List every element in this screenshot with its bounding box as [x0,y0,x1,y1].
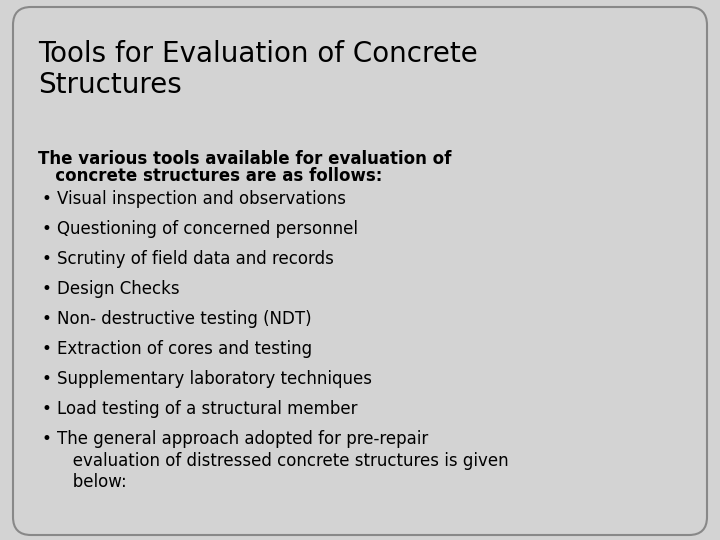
Text: •: • [42,430,52,448]
Text: •: • [42,280,52,298]
Text: •: • [42,250,52,268]
FancyBboxPatch shape [13,7,707,535]
Text: Scrutiny of field data and records: Scrutiny of field data and records [57,250,334,268]
Text: concrete structures are as follows:: concrete structures are as follows: [38,167,382,185]
Text: Load testing of a structural member: Load testing of a structural member [57,400,358,418]
Text: Questioning of concerned personnel: Questioning of concerned personnel [57,220,358,238]
Text: •: • [42,370,52,388]
Text: Visual inspection and observations: Visual inspection and observations [57,190,346,208]
Text: •: • [42,340,52,358]
Text: The general approach adopted for pre-repair
   evaluation of distressed concrete: The general approach adopted for pre-rep… [57,430,508,491]
Text: The various tools available for evaluation of: The various tools available for evaluati… [38,150,451,168]
Text: Design Checks: Design Checks [57,280,179,298]
Text: •: • [42,220,52,238]
Text: Non- destructive testing (NDT): Non- destructive testing (NDT) [57,310,312,328]
Text: Extraction of cores and testing: Extraction of cores and testing [57,340,312,358]
Text: Tools for Evaluation of Concrete
Structures: Tools for Evaluation of Concrete Structu… [38,40,478,99]
Text: Supplementary laboratory techniques: Supplementary laboratory techniques [57,370,372,388]
Text: •: • [42,190,52,208]
Text: •: • [42,310,52,328]
Text: •: • [42,400,52,418]
